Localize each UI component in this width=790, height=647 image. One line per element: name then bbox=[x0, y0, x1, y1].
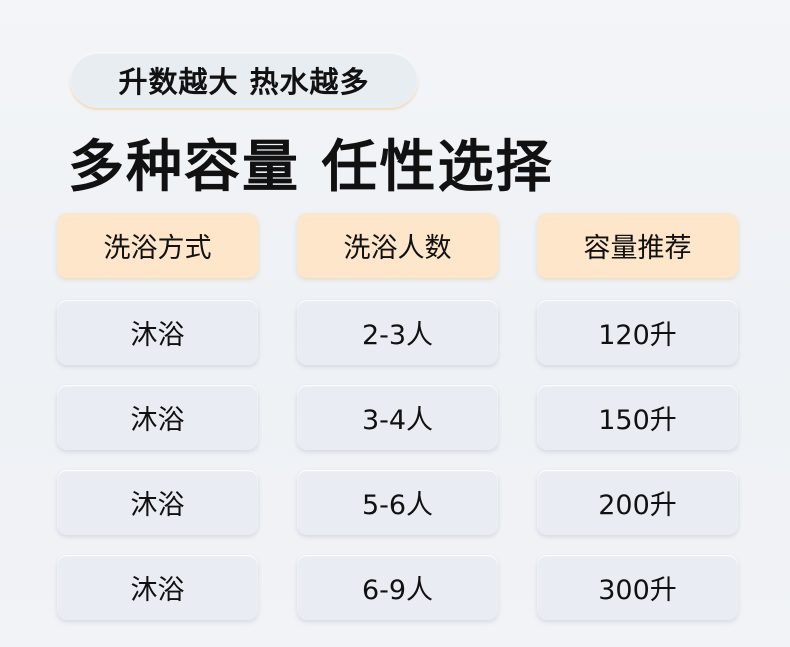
header-bath-people: 洗浴人数 bbox=[297, 213, 498, 278]
badge: 升数越大 热水越多 bbox=[70, 52, 418, 108]
cell-bath-people: 3-4人 bbox=[297, 385, 498, 450]
cell-bath-method: 沐浴 bbox=[57, 300, 258, 365]
header-capacity: 容量推荐 bbox=[537, 213, 738, 278]
cell-capacity: 200升 bbox=[537, 470, 738, 535]
cell-bath-people: 6-9人 bbox=[297, 555, 498, 620]
cell-capacity: 150升 bbox=[537, 385, 738, 450]
header-bath-method: 洗浴方式 bbox=[57, 213, 258, 278]
cell-bath-people: 2-3人 bbox=[297, 300, 498, 365]
cell-capacity: 300升 bbox=[537, 555, 738, 620]
cell-capacity: 120升 bbox=[537, 300, 738, 365]
cell-bath-method: 沐浴 bbox=[57, 470, 258, 535]
cell-bath-method: 沐浴 bbox=[57, 555, 258, 620]
cell-bath-people: 5-6人 bbox=[297, 470, 498, 535]
page-title: 多种容量 任性选择 bbox=[68, 135, 554, 200]
cell-bath-method: 沐浴 bbox=[57, 385, 258, 450]
